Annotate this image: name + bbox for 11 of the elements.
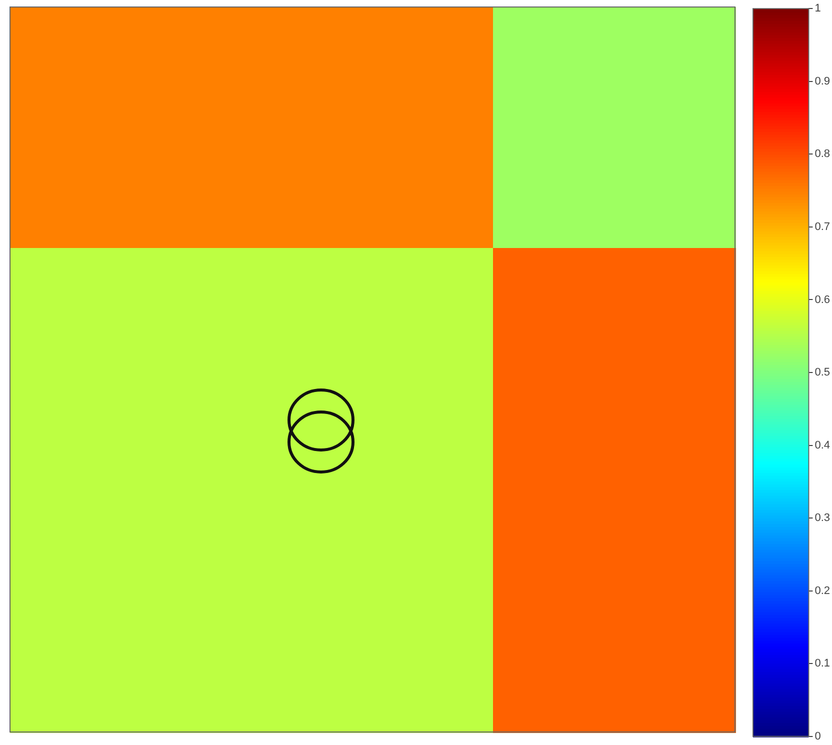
- color-bar-label: 0.6: [814, 294, 830, 306]
- color-bar-label: 0.4: [814, 439, 830, 452]
- color-bar-label: 0.3: [814, 512, 830, 524]
- color-bar-label: 0: [814, 730, 821, 742]
- color-bar-label: 1: [814, 2, 821, 15]
- color-bar-label: 0.1: [814, 658, 830, 670]
- color-bar-label: 0.5: [814, 366, 830, 379]
- color-bar-label: 0.9: [814, 75, 830, 88]
- color-bar-label: 0.7: [814, 220, 830, 233]
- color-bar-label: 0.2: [814, 584, 830, 597]
- color-bar-label: 0.8: [814, 148, 830, 160]
